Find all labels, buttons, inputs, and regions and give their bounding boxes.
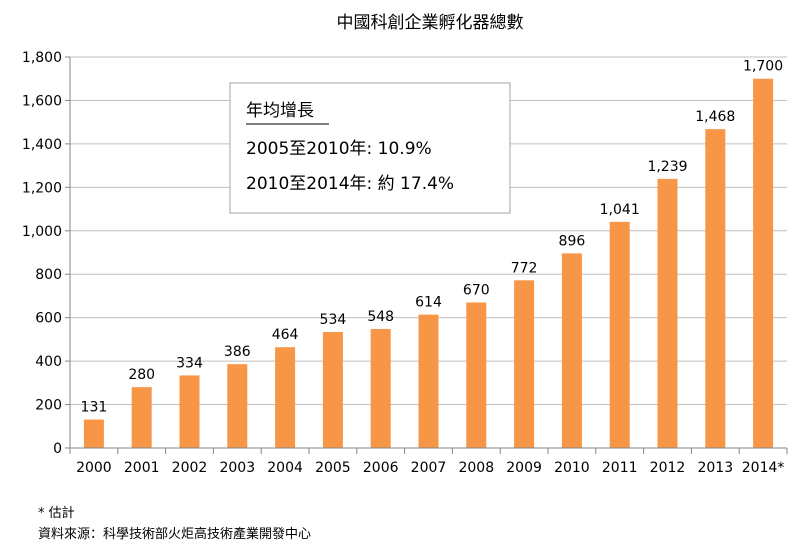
x-tick-label: 2001 [124,460,160,476]
data-label: 534 [320,312,347,328]
x-tick-label: 2014* [742,460,785,476]
data-labels: 131 280 334 386 464 534 548 614 670 772 896 1,041 1,… [81,59,784,416]
x-tick-label: 2009 [506,460,542,476]
x-tick-label: 2003 [219,460,255,476]
x-tick-label: 2006 [363,460,399,476]
data-label: 1,468 [695,109,735,125]
x-tick-label: 2005 [315,460,351,476]
footnote-estimate: * 估計 [38,506,75,521]
y-tick-label: 200 [35,398,62,414]
bar-2001 [131,387,152,448]
bar-2008 [466,302,487,448]
x-tick-label: 2012 [650,460,686,476]
bar-2006 [370,328,391,448]
growth-annotation-box: 年均增長 2005至2010年: 10.9% 2010至2014年: 約 17.… [229,82,511,214]
x-tick-label: 2000 [76,460,112,476]
x-tick-label: 2004 [267,460,303,476]
bar-2013 [705,129,726,448]
data-label: 896 [559,233,586,249]
annotation-heading: 年均增長 [246,101,314,121]
y-tick-label: 0 [53,441,62,457]
data-label: 280 [128,367,155,383]
x-tick-label: 2010 [554,460,590,476]
x-tick-label: 2007 [411,460,447,476]
data-label: 1,239 [647,159,687,175]
data-label: 670 [463,282,490,298]
bars [83,78,774,448]
chart-svg: 中國科創企業孵化器總數 131 280 334 386 464 534 548 614 670 7… [22,13,788,476]
bar-2014* [753,78,774,448]
data-label: 772 [511,260,538,276]
data-label: 1,700 [743,59,783,75]
bar-2005 [322,332,343,448]
footnote-source: 資料來源：科學技術部火炬高技術產業開發中心 [38,527,312,542]
data-label: 548 [367,309,394,325]
x-tick-label: 2013 [697,460,733,476]
x-tick-label: 2011 [602,460,638,476]
y-tick-label: 1,000 [22,224,62,240]
annotation-line-2: 2010至2014年: 約 17.4% [246,174,454,194]
bar-2004 [275,347,296,448]
x-axis: 2000 2001 2002 2003 2004 2005 2006 2007 2008 2009… [69,447,788,476]
y-tick-label: 800 [35,267,62,283]
annotation-line-1: 2005至2010年: 10.9% [246,139,432,159]
y-tick-label: 1,800 [22,50,62,66]
y-tick-label: 600 [35,311,62,327]
data-label: 131 [81,400,108,416]
bar-2007 [418,314,439,448]
y-tick-label: 1,400 [22,137,62,153]
y-axis: 0 200 400 600 800 1,000 1,200 1,400 1,600 1,800 [22,50,71,457]
data-label: 464 [272,327,299,343]
x-tick-label: 2008 [458,460,494,476]
y-tick-label: 1,200 [22,180,62,196]
annotation-box-frame [229,82,511,214]
bar-2000 [83,419,104,448]
bar-2011 [609,221,630,448]
bar-2003 [227,364,248,448]
bar-2009 [514,280,535,448]
data-label: 614 [415,295,442,311]
data-label: 334 [176,355,203,371]
data-label: 386 [224,344,251,360]
chart-title: 中國科創企業孵化器總數 [337,13,524,33]
y-tick-label: 1,600 [22,93,62,109]
bar-2010 [561,253,582,448]
y-tick-label: 400 [35,354,62,370]
x-tick-label: 2002 [172,460,208,476]
bar-2002 [179,375,200,448]
bar-2012 [657,178,678,448]
data-label: 1,041 [600,202,640,218]
